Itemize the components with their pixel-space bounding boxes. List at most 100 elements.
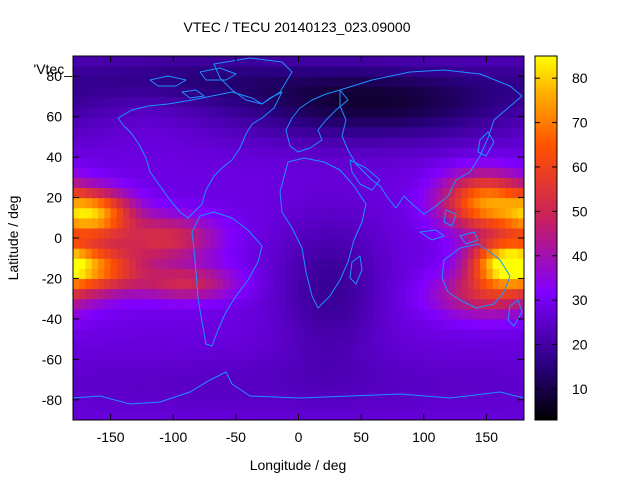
- heatmap-cell: [235, 409, 243, 420]
- heatmap-cell: [480, 116, 488, 128]
- heatmap-cell: [461, 268, 469, 280]
- heatmap-cell: [79, 399, 87, 411]
- heatmap-cell: [210, 258, 218, 269]
- heatmap-cell: [498, 349, 506, 360]
- heatmap-cell: [123, 116, 130, 128]
- heatmap-cell: [260, 288, 268, 300]
- heatmap-cell: [110, 96, 118, 108]
- heatmap-cell: [361, 288, 368, 300]
- heatmap-cell: [317, 136, 325, 148]
- heatmap-cell: [386, 238, 394, 249]
- heatmap-cell: [467, 399, 475, 411]
- heatmap-cell: [373, 66, 381, 77]
- heatmap-cell: [104, 106, 112, 118]
- heatmap-cell: [317, 66, 325, 77]
- heatmap-cell: [104, 76, 112, 87]
- heatmap-cell: [110, 268, 118, 280]
- heatmap-cell: [367, 369, 375, 381]
- heatmap-cell: [79, 217, 87, 229]
- heatmap-cell: [517, 329, 524, 340]
- heatmap-cell: [141, 227, 149, 239]
- heatmap-cell: [304, 399, 312, 411]
- heatmap-cell: [285, 187, 293, 199]
- heatmap-cell: [342, 339, 350, 350]
- heatmap-cell: [473, 86, 481, 98]
- heatmap-cell: [455, 147, 462, 158]
- heatmap-cell: [423, 238, 431, 249]
- heatmap-cell: [166, 238, 174, 249]
- heatmap-cell: [104, 278, 112, 290]
- heatmap-cell: [160, 379, 168, 391]
- heatmap-cell: [329, 369, 337, 381]
- heatmap-cell: [498, 379, 506, 391]
- heatmap-cell: [492, 177, 500, 189]
- heatmap-cell: [392, 167, 400, 178]
- heatmap-cell: [248, 147, 256, 158]
- heatmap-cell: [110, 126, 118, 138]
- heatmap-cell: [204, 106, 212, 118]
- heatmap-cell: [436, 409, 444, 420]
- heatmap-cell: [135, 157, 143, 168]
- heatmap-cell: [442, 116, 450, 128]
- heatmap-cell: [116, 288, 124, 300]
- heatmap-cell: [73, 318, 80, 330]
- heatmap-cell: [298, 359, 306, 371]
- heatmap-cell: [392, 217, 400, 229]
- heatmap-cell: [461, 359, 469, 371]
- heatmap-cell: [311, 268, 318, 280]
- heatmap-cell: [135, 76, 143, 87]
- heatmap-cell: [392, 238, 400, 249]
- heatmap-cell: [467, 329, 475, 340]
- heatmap-cell: [91, 359, 99, 371]
- heatmap-cell: [235, 248, 243, 259]
- colorbar-tick-label: 30: [572, 292, 588, 308]
- heatmap-cell: [254, 66, 262, 77]
- heatmap-cell: [386, 288, 394, 300]
- heatmap-cell: [461, 167, 469, 178]
- heatmap-cell: [198, 349, 206, 360]
- heatmap-cell: [492, 278, 500, 290]
- heatmap-cell: [461, 389, 469, 401]
- heatmap-cell: [480, 318, 488, 330]
- heatmap-cell: [73, 96, 80, 108]
- heatmap-cell: [79, 66, 87, 77]
- heatmap-cell: [392, 126, 400, 138]
- heatmap-cell: [210, 167, 218, 178]
- heatmap-cell: [210, 217, 218, 229]
- heatmap-cell: [242, 187, 249, 199]
- heatmap-cell: [73, 136, 80, 148]
- heatmap-cell: [442, 248, 450, 259]
- heatmap-cell: [179, 147, 187, 158]
- heatmap-cell: [486, 268, 494, 280]
- heatmap-cell: [492, 238, 500, 249]
- heatmap-cell: [473, 66, 481, 77]
- heatmap-cell: [148, 399, 156, 411]
- heatmap-cell: [417, 359, 425, 371]
- heatmap-cell: [285, 66, 293, 77]
- heatmap-cell: [317, 207, 325, 219]
- heatmap-cell: [336, 106, 343, 118]
- colorbar: [534, 55, 558, 421]
- heatmap-cell: [217, 379, 224, 391]
- heatmap-cell: [123, 399, 130, 411]
- heatmap-cell: [492, 379, 500, 391]
- heatmap-cell: [210, 106, 218, 118]
- heatmap-cell: [73, 369, 80, 381]
- heatmap-cell: [242, 379, 249, 391]
- heatmap-cell: [229, 308, 237, 320]
- heatmap-cell: [260, 207, 268, 219]
- heatmap-cell: [461, 106, 469, 118]
- heatmap-cell: [379, 217, 387, 229]
- heatmap-cell: [336, 409, 343, 420]
- heatmap-cell: [154, 409, 162, 420]
- heatmap-cell: [292, 258, 300, 269]
- heatmap-cell: [198, 197, 206, 209]
- heatmap-cell: [229, 157, 237, 168]
- heatmap-cell: [455, 56, 462, 67]
- heatmap-cell: [129, 238, 137, 249]
- heatmap-cell: [204, 86, 212, 98]
- heatmap-cell: [373, 76, 381, 87]
- heatmap-cell: [379, 409, 387, 420]
- heatmap-cell: [166, 96, 174, 108]
- heatmap-cell: [386, 147, 394, 158]
